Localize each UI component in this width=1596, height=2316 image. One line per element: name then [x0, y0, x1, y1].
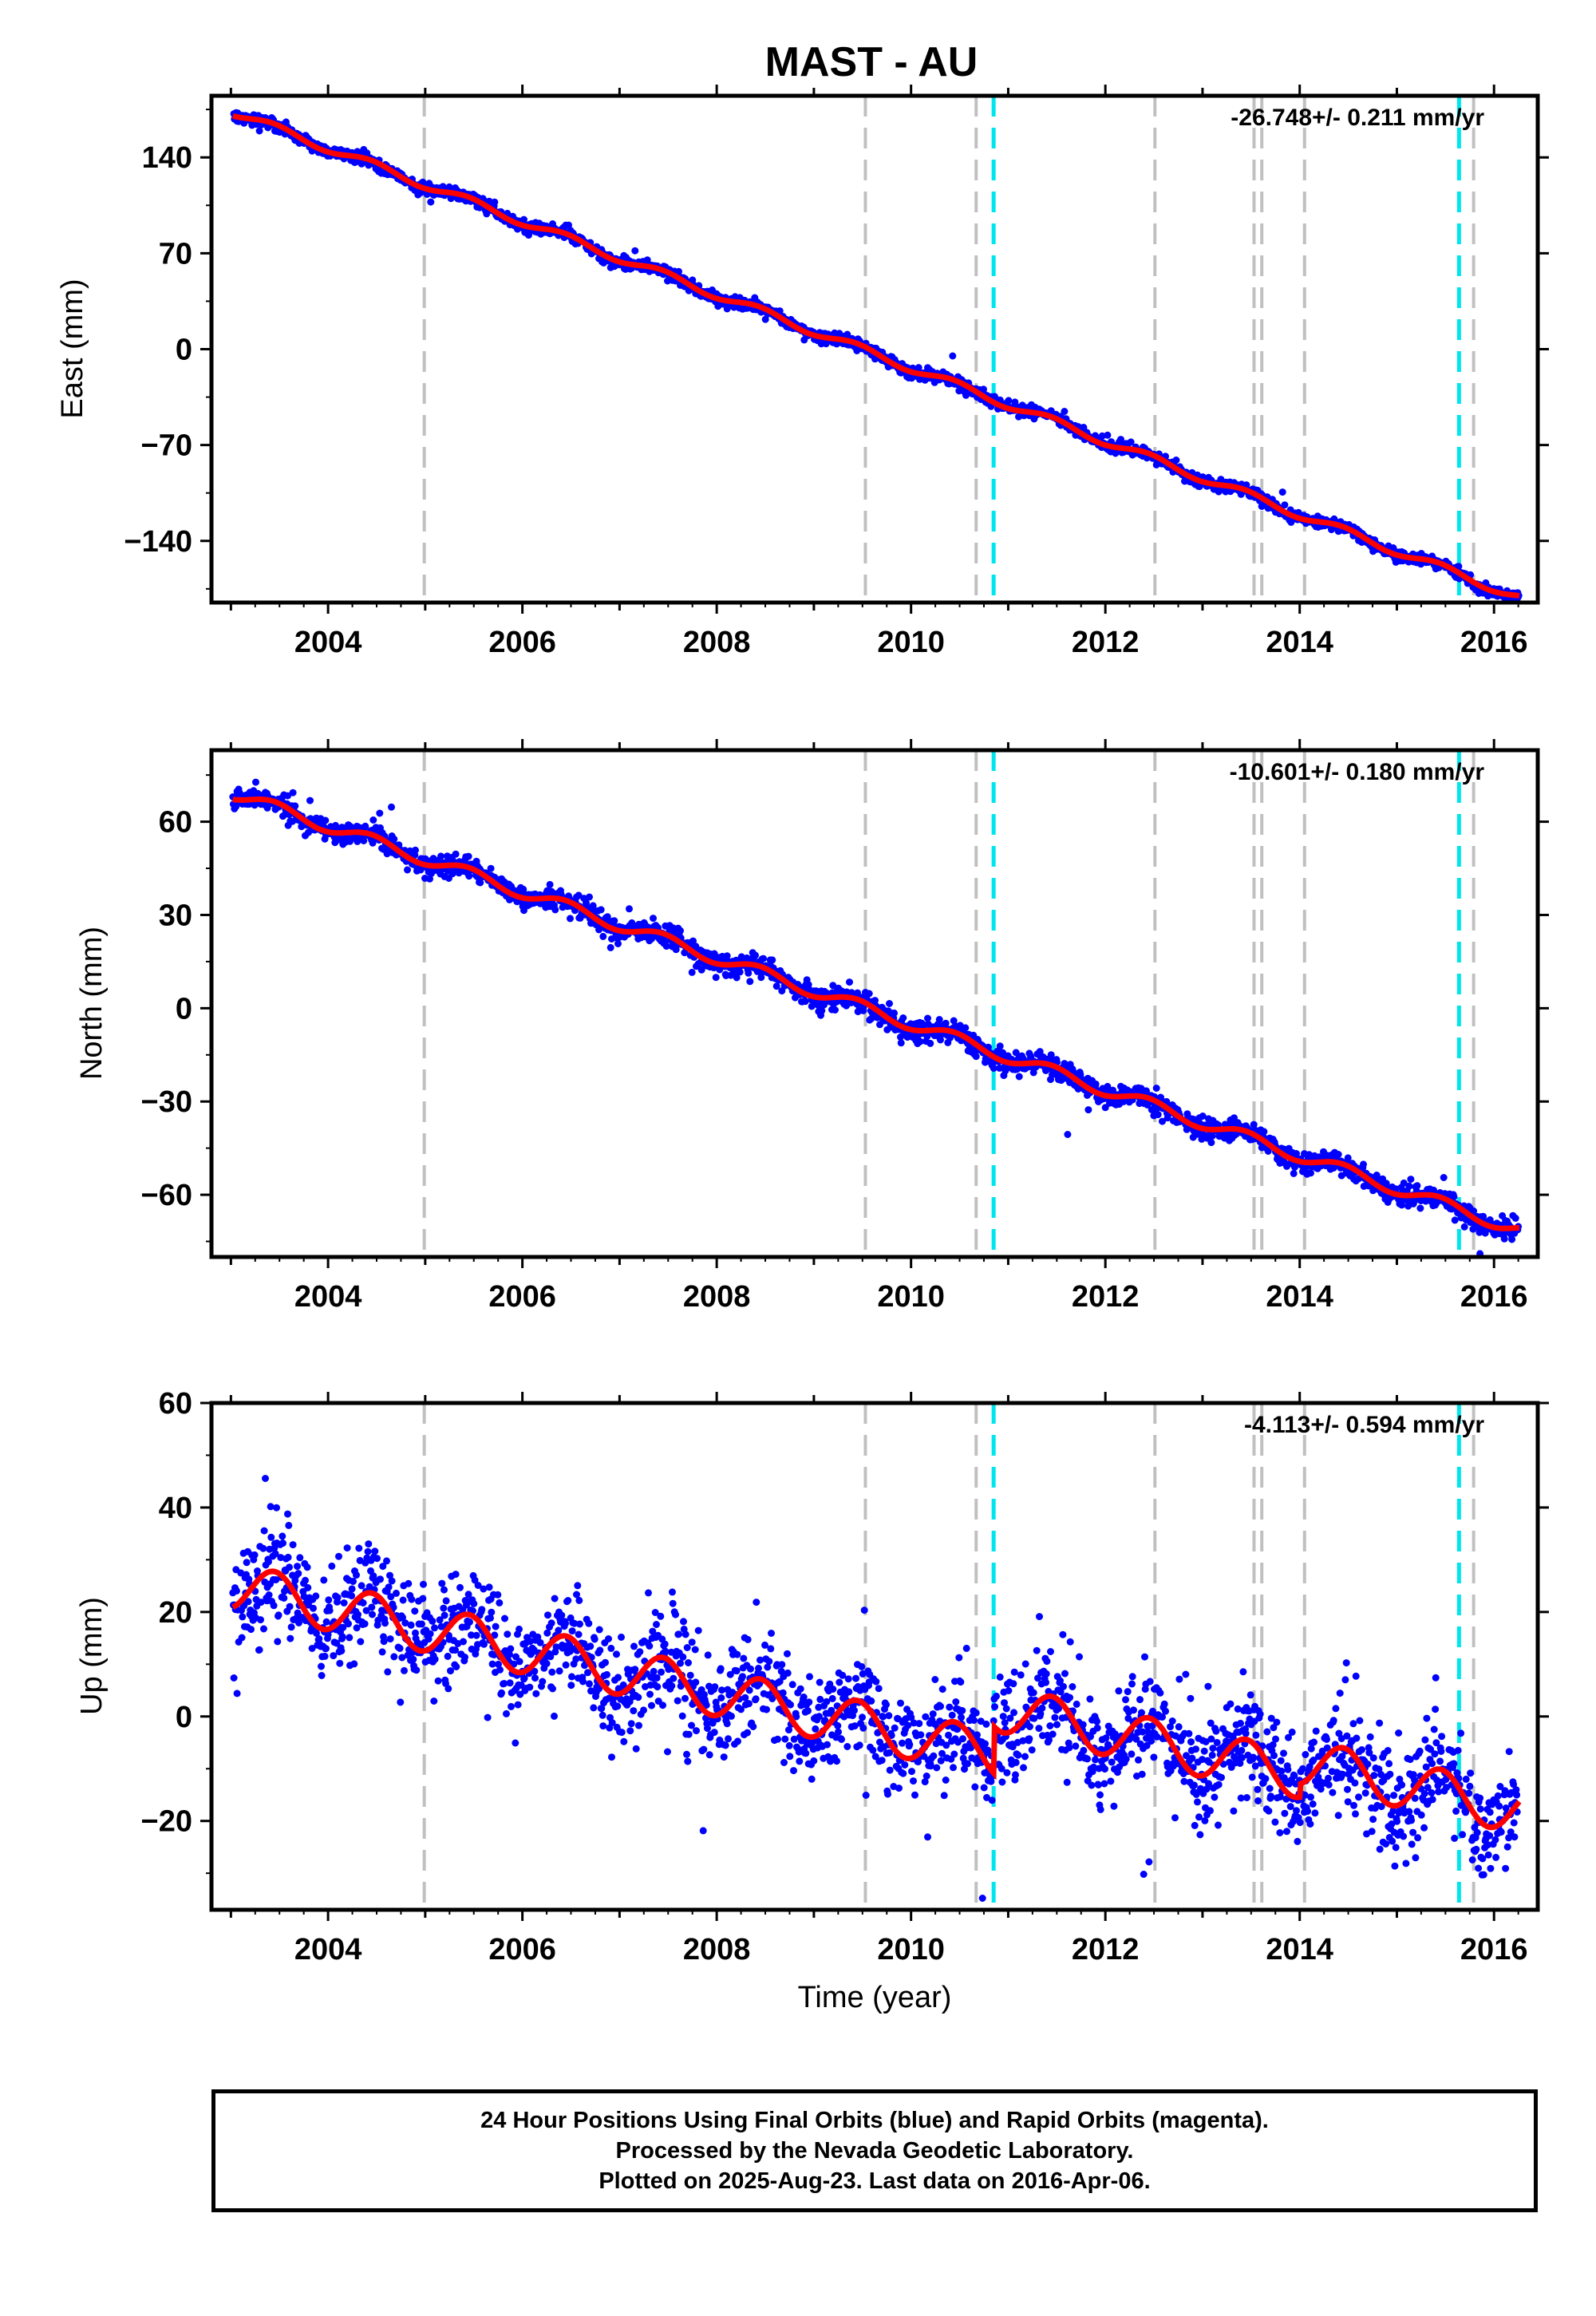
east-ytick-label: 0	[176, 334, 192, 367]
up-xtick-label: 2006	[488, 1933, 556, 1966]
east-fit-line	[231, 113, 1520, 599]
figure-title: MAST - AU	[765, 39, 978, 85]
north-ytick-label: 60	[159, 806, 192, 840]
north-xtick-label: 2006	[488, 1280, 556, 1314]
east-xtick-label: 2014	[1266, 626, 1333, 659]
north-xtick-label: 2008	[683, 1280, 751, 1314]
up-ticks: −20 0 20 40 60 2004 2006 2008 2010 2012 2014 2016	[141, 1387, 1549, 1966]
up-ylabel: Up (mm)	[75, 1597, 109, 1715]
up-fit-line	[231, 1568, 1522, 1831]
north-xtick-label: 2016	[1460, 1280, 1528, 1314]
up-xtick-label: 2014	[1266, 1933, 1333, 1966]
up-rate-label: -4.113+/- 0.594 mm/yr	[1244, 1412, 1484, 1438]
up-ytick-label: 40	[159, 1492, 192, 1525]
north-plot-frame	[209, 748, 1540, 1259]
up-ytick-label: −20	[141, 1805, 192, 1839]
up-xtick-label: 2004	[294, 1933, 362, 1966]
east-xtick-label: 2010	[877, 626, 945, 659]
north-xtick-label: 2014	[1266, 1280, 1333, 1314]
footer-line-orbits: 24 Hour Positions Using Final Orbits (bl…	[480, 2108, 1269, 2133]
north-ytick-label: −60	[141, 1179, 192, 1212]
east-ticks: −140 −70 0 70 140 2004 2006 2008 2010 2012 2014 201…	[124, 85, 1549, 659]
up-xtick-label: 2012	[1072, 1933, 1140, 1966]
north-ylabel: North (mm)	[75, 927, 109, 1080]
footer-line-processor: Processed by the Nevada Geodetic Laborat…	[615, 2138, 1134, 2164]
east-xtick-label: 2004	[294, 626, 362, 659]
north-fit-line	[232, 796, 1519, 1231]
north-rate-label: -10.601+/- 0.180 mm/yr	[1230, 759, 1485, 785]
footer-line-dates: Plotted on 2025-Aug-23. Last data on 201…	[598, 2168, 1151, 2194]
up-ytick-label: 60	[159, 1387, 192, 1421]
up-position-points	[229, 1475, 1521, 1902]
east-ytick-label: −70	[141, 429, 192, 463]
north-ytick-label: 0	[176, 992, 192, 1026]
east-ytick-label: 70	[159, 237, 192, 271]
processing-info-box: 24 Hour Positions Using Final Orbits (bl…	[211, 2089, 1538, 2212]
east-xtick-label: 2006	[488, 626, 556, 659]
north-model-fit	[232, 796, 1519, 1231]
up-data-points	[229, 1475, 1521, 1902]
up-model-fit	[231, 1568, 1522, 1831]
up-ytick-label: 0	[176, 1701, 192, 1734]
up-plot-frame	[209, 1401, 1540, 1912]
east-ytick-label: 140	[142, 141, 192, 175]
east-xtick-label: 2012	[1072, 626, 1140, 659]
east-panel: −140 −70 0 70 140 2004 2006 2008 2010 2012 2014 201…	[56, 85, 1549, 659]
up-xtick-label: 2016	[1460, 1933, 1528, 1966]
up-ytick-label: 20	[159, 1596, 192, 1630]
north-ytick-label: 30	[159, 899, 192, 932]
up-panel: −20 0 20 40 60 2004 2006 2008 2010 2012 2014 2016 U…	[75, 1387, 1549, 1966]
north-event-lines	[422, 750, 1476, 1257]
east-model-fit	[231, 113, 1520, 599]
up-xtick-label: 2010	[877, 1933, 945, 1966]
x-axis-label: Time (year)	[798, 1981, 952, 2014]
east-ytick-label: −140	[124, 525, 192, 559]
north-ytick-label: −30	[141, 1085, 192, 1119]
north-ticks: −60 −30 0 30 60 2004 2006 2008 2010 2012 2014 2016	[141, 739, 1549, 1314]
up-xtick-label: 2008	[683, 1933, 751, 1966]
north-xtick-label: 2004	[294, 1280, 362, 1314]
east-xtick-label: 2016	[1460, 626, 1528, 659]
north-xtick-label: 2010	[877, 1280, 945, 1314]
east-ylabel: East (mm)	[56, 279, 89, 418]
east-xtick-label: 2008	[683, 626, 751, 659]
east-rate-label: -26.748+/- 0.211 mm/yr	[1231, 105, 1484, 131]
north-xtick-label: 2012	[1072, 1280, 1140, 1314]
